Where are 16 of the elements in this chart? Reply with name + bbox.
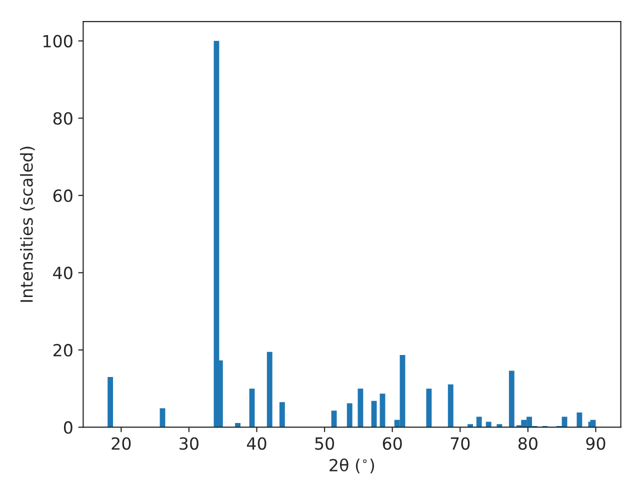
x-tick-label: 30 [180,437,198,450]
y-tick-label: 20 [53,344,72,357]
y-axis-title: Intensities (scaled) [20,146,35,302]
x-tick-label: 40 [246,437,266,450]
y-tick-label: 80 [53,112,72,125]
x-axis-title: 2θ ($^{∘}$) [330,458,374,474]
y-tick-label: 60 [53,189,72,202]
x-tick-label: 50 [315,437,334,450]
y-tick-label: 100 [43,34,72,48]
y-tick-label: 0 [64,421,72,434]
x-tick-label: 70 [450,437,470,450]
x-tick-label: 60 [382,437,402,450]
x-tick-label: 80 [518,437,538,450]
x-tick-label: 90 [586,437,606,450]
x-tick-label: 20 [112,437,131,450]
y-tick-label: 40 [53,266,72,280]
